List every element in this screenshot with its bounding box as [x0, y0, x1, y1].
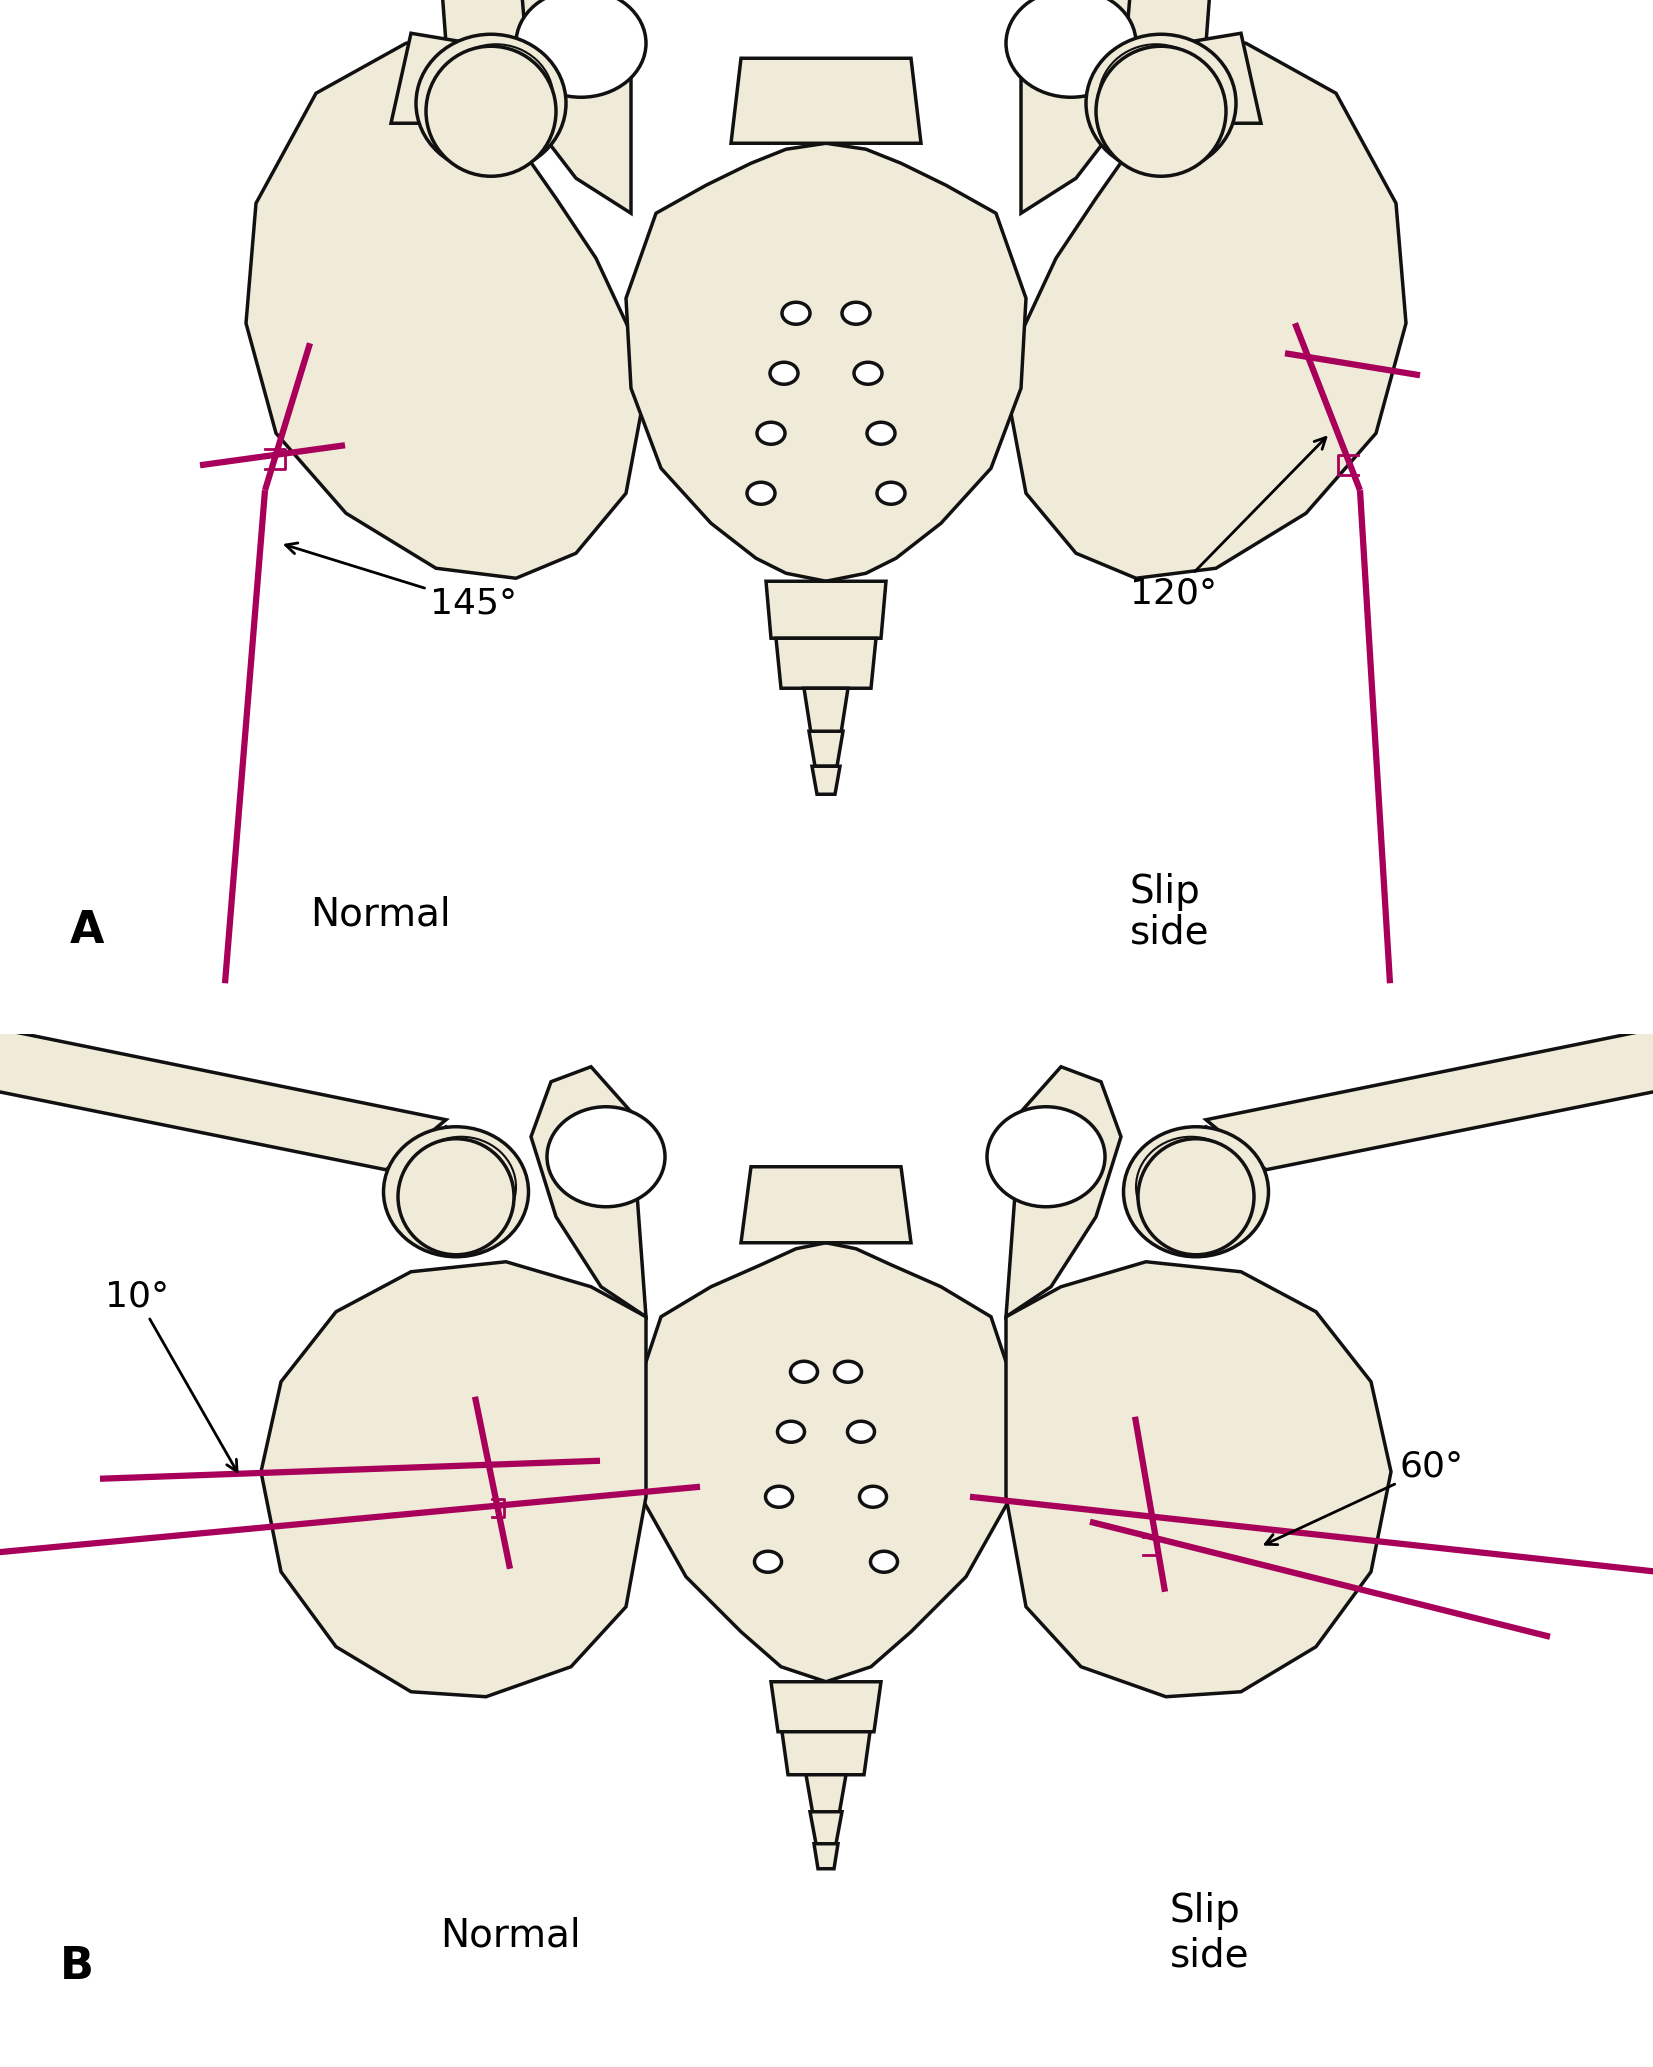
Ellipse shape	[1086, 35, 1236, 172]
Ellipse shape	[1099, 43, 1213, 153]
Text: Slip: Slip	[1170, 1891, 1241, 1931]
Polygon shape	[1007, 1261, 1392, 1697]
Ellipse shape	[757, 422, 785, 444]
Polygon shape	[397, 1127, 481, 1158]
Polygon shape	[1207, 1017, 1653, 1170]
Ellipse shape	[1124, 1127, 1268, 1257]
Ellipse shape	[1104, 50, 1208, 147]
Ellipse shape	[1007, 0, 1136, 97]
Polygon shape	[770, 1683, 881, 1732]
Ellipse shape	[878, 482, 904, 504]
Ellipse shape	[790, 1362, 818, 1383]
Ellipse shape	[848, 1422, 874, 1443]
Polygon shape	[261, 1261, 646, 1697]
Ellipse shape	[835, 1362, 861, 1383]
Polygon shape	[1170, 1127, 1256, 1158]
Polygon shape	[765, 581, 886, 639]
Polygon shape	[0, 1017, 446, 1170]
Polygon shape	[810, 1813, 841, 1844]
Text: 120°: 120°	[1131, 438, 1326, 610]
Ellipse shape	[871, 1550, 898, 1573]
Ellipse shape	[765, 1486, 792, 1507]
Polygon shape	[782, 1732, 869, 1776]
Polygon shape	[1126, 0, 1251, 43]
Text: 60°: 60°	[1265, 1449, 1465, 1544]
Polygon shape	[496, 0, 631, 213]
Ellipse shape	[516, 0, 646, 97]
Ellipse shape	[417, 35, 565, 172]
Polygon shape	[531, 1067, 646, 1317]
Polygon shape	[803, 688, 848, 734]
Polygon shape	[1012, 41, 1407, 579]
Polygon shape	[741, 1166, 911, 1242]
Ellipse shape	[547, 1106, 665, 1207]
Circle shape	[426, 45, 555, 176]
Polygon shape	[631, 1242, 1022, 1683]
Ellipse shape	[868, 422, 894, 444]
Ellipse shape	[438, 43, 554, 153]
Ellipse shape	[770, 362, 798, 384]
Text: 145°: 145°	[286, 544, 517, 620]
Text: side: side	[1131, 914, 1210, 951]
Ellipse shape	[407, 1137, 516, 1236]
Ellipse shape	[443, 50, 549, 147]
Circle shape	[1137, 1139, 1255, 1255]
Polygon shape	[1180, 33, 1261, 124]
Ellipse shape	[747, 482, 775, 504]
Ellipse shape	[754, 1550, 782, 1573]
Polygon shape	[813, 1844, 838, 1869]
Polygon shape	[808, 732, 843, 767]
Ellipse shape	[412, 1141, 511, 1232]
Ellipse shape	[860, 1486, 886, 1507]
Ellipse shape	[841, 302, 869, 325]
Text: Slip: Slip	[1131, 872, 1200, 912]
Polygon shape	[626, 143, 1027, 581]
Text: A: A	[69, 909, 104, 953]
Text: side: side	[1170, 1937, 1250, 1974]
Polygon shape	[402, 0, 526, 43]
Text: B: B	[60, 1945, 94, 1988]
Polygon shape	[1007, 1067, 1121, 1317]
Circle shape	[398, 1139, 514, 1255]
Ellipse shape	[782, 302, 810, 325]
Polygon shape	[392, 33, 471, 124]
Ellipse shape	[383, 1127, 529, 1257]
Text: 10°: 10°	[106, 1279, 236, 1472]
Text: Normal: Normal	[440, 1916, 580, 1955]
Ellipse shape	[777, 1422, 805, 1443]
Ellipse shape	[987, 1106, 1104, 1207]
Polygon shape	[807, 1776, 846, 1815]
Polygon shape	[246, 41, 641, 579]
Circle shape	[1096, 45, 1227, 176]
Ellipse shape	[1136, 1137, 1246, 1236]
Text: Normal: Normal	[311, 895, 451, 932]
Polygon shape	[812, 767, 840, 794]
Polygon shape	[1022, 0, 1155, 213]
Polygon shape	[775, 639, 876, 688]
Ellipse shape	[855, 362, 883, 384]
Ellipse shape	[1141, 1141, 1241, 1232]
Polygon shape	[731, 58, 921, 143]
